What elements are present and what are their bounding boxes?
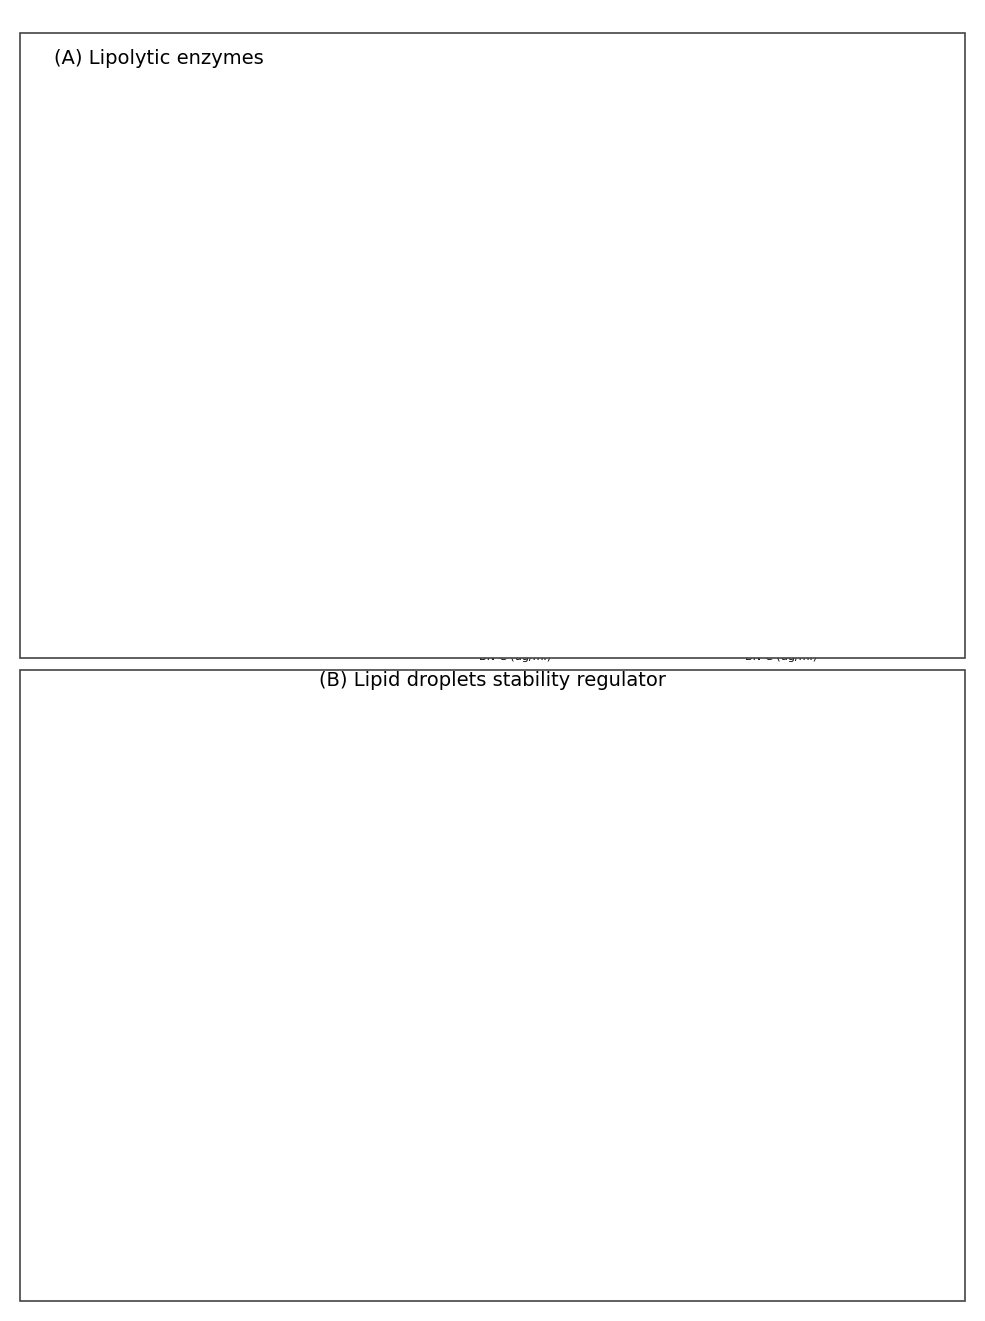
Bar [211, 469, 242, 511]
Bar [401, 217, 438, 337]
Text: 563: 563 [142, 275, 158, 284]
Text: (A) Lipolytic enzymes: (A) Lipolytic enzymes [54, 49, 264, 67]
Bar [162, 276, 193, 318]
Bar [259, 276, 291, 318]
Bar [308, 469, 340, 511]
Text: HSL: HSL [116, 486, 140, 495]
Bar [308, 565, 340, 608]
Bar [595, 1152, 649, 1248]
Bar [730, 267, 768, 337]
Bar [582, 831, 624, 860]
Bar [308, 276, 340, 318]
Bar [162, 565, 193, 608]
Text: (100): (100) [308, 104, 340, 114]
Text: *: * [607, 392, 613, 406]
Bar [857, 395, 894, 629]
Bar [527, 161, 565, 337]
Bar [153, 255, 348, 339]
X-axis label: BN-C (ug/ml): BN-C (ug/ml) [745, 361, 817, 370]
Bar [591, 419, 628, 629]
Bar [730, 450, 768, 629]
Bar [308, 180, 340, 222]
Bar [667, 288, 704, 337]
Bar [401, 547, 438, 629]
Text: *: * [873, 98, 879, 111]
Bar [591, 107, 628, 337]
Y-axis label: HSL⁵⁶³/β−Actin: HSL⁵⁶³/β−Actin [614, 160, 624, 243]
Text: *: * [873, 369, 879, 382]
Bar [440, 816, 700, 875]
Bar [464, 149, 502, 337]
Text: ATGL: ATGL [108, 196, 140, 206]
Y-axis label: ATGL/β−Actin: ATGL/β−Actin [348, 162, 359, 240]
Text: (75): (75) [263, 104, 287, 114]
Text: (-): (-) [170, 104, 184, 114]
Bar [211, 276, 242, 318]
Bar [162, 180, 193, 222]
Text: pHSL: pHSL [108, 390, 140, 399]
Bar [259, 180, 291, 222]
Text: β−Actin: β−Actin [373, 840, 424, 851]
Text: *: * [607, 79, 613, 92]
X-axis label: BN-C (ug/ml): BN-C (ug/ml) [451, 1272, 524, 1281]
Bar [517, 831, 559, 860]
Bar [153, 544, 348, 629]
Bar [464, 513, 502, 629]
Bar [259, 469, 291, 511]
Text: pHSL: pHSL [108, 293, 140, 303]
Text: *: * [619, 1122, 625, 1135]
Bar [326, 930, 380, 1248]
Text: Perilipin: Perilipin [371, 771, 424, 781]
X-axis label: BN-C (ug/ml): BN-C (ug/ml) [479, 653, 551, 662]
Text: 660: 660 [142, 371, 158, 380]
Bar [153, 351, 348, 436]
Bar [440, 746, 700, 804]
Y-axis label: Perilipin/β−Actin: Perilipin/β−Actin [269, 1026, 280, 1120]
Y-axis label: HSL⁶⁶⁶/β−Actin: HSL⁶⁶⁶/β−Actin [348, 458, 359, 542]
Bar [153, 159, 348, 243]
Bar [647, 831, 689, 860]
Bar [793, 423, 831, 629]
Bar [211, 373, 242, 415]
Bar [211, 180, 242, 222]
Bar [259, 373, 291, 415]
FancyBboxPatch shape [20, 670, 965, 1301]
Bar [517, 761, 559, 790]
Text: (50): (50) [214, 104, 238, 114]
Bar [211, 565, 242, 608]
Bar [582, 761, 624, 790]
Text: β−Actin: β−Actin [91, 583, 140, 592]
Text: BN-C (ug/ml): BN-C (ug/ml) [30, 104, 104, 114]
Bar [308, 373, 340, 415]
Text: (B) Lipid droplets stability regulator: (B) Lipid droplets stability regulator [319, 671, 666, 690]
Bar [162, 469, 193, 511]
Bar [162, 373, 193, 415]
Bar [857, 131, 894, 337]
Bar [527, 498, 565, 629]
Bar [259, 565, 291, 608]
X-axis label: BN-C (ug/ml): BN-C (ug/ml) [479, 361, 551, 370]
X-axis label: BN-C (ug/ml): BN-C (ug/ml) [745, 653, 817, 662]
Bar [452, 831, 494, 860]
Y-axis label: HSL⁶⁶⁶/β−Actin: HSL⁶⁶⁶/β−Actin [614, 458, 624, 542]
Bar [416, 954, 470, 1248]
Bar [647, 761, 689, 790]
Bar [505, 1038, 559, 1248]
Bar [793, 255, 831, 337]
FancyBboxPatch shape [20, 33, 965, 658]
Bar [153, 448, 348, 532]
Bar [452, 761, 494, 790]
Bar [667, 503, 704, 629]
